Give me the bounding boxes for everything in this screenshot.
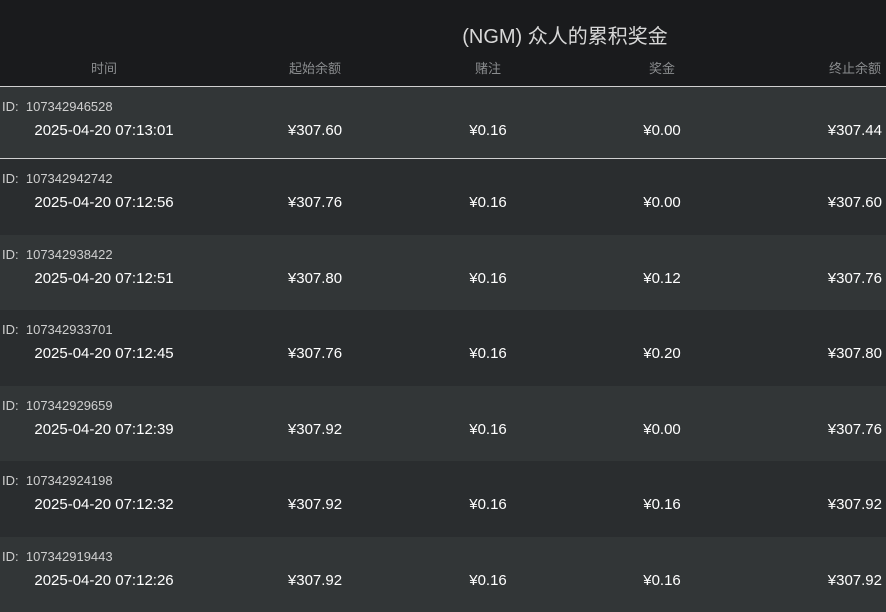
prize-cell: ¥0.00 bbox=[643, 421, 681, 438]
table-row[interactable]: ID: 107342924198 2025-04-20 07:12:32 ¥30… bbox=[0, 461, 886, 537]
page-title: (NGM) 众人的累积奖金 bbox=[0, 20, 886, 49]
bet-cell: ¥0.16 bbox=[469, 421, 507, 438]
time-cell: 2025-04-20 07:12:32 bbox=[34, 496, 173, 513]
table-row[interactable]: ID: 107342919443 2025-04-20 07:12:26 ¥30… bbox=[0, 537, 886, 612]
start-balance-cell: ¥307.92 bbox=[288, 421, 342, 438]
column-header-start-balance: 起始余额 bbox=[289, 58, 341, 77]
end-balance-cell: ¥307.80 bbox=[828, 345, 882, 362]
id-label: ID: bbox=[2, 398, 19, 413]
column-header-prize: 奖金 bbox=[649, 58, 675, 77]
id-value: 107342946528 bbox=[26, 99, 113, 114]
id-label: ID: bbox=[2, 473, 19, 488]
end-balance-cell: ¥307.44 bbox=[828, 122, 882, 139]
prize-cell: ¥0.12 bbox=[643, 270, 681, 287]
round-id: ID: 107342942742 bbox=[2, 171, 113, 186]
id-label: ID: bbox=[2, 171, 19, 186]
id-label: ID: bbox=[2, 247, 19, 262]
start-balance-cell: ¥307.92 bbox=[288, 572, 342, 589]
start-balance-cell: ¥307.76 bbox=[288, 345, 342, 362]
id-label: ID: bbox=[2, 549, 19, 564]
time-cell: 2025-04-20 07:12:39 bbox=[34, 421, 173, 438]
end-balance-cell: ¥307.92 bbox=[828, 572, 882, 589]
column-header-end-balance: 终止余额 bbox=[829, 58, 881, 77]
table-row[interactable]: ID: 107342933701 2025-04-20 07:12:45 ¥30… bbox=[0, 310, 886, 386]
round-id: ID: 107342924198 bbox=[2, 473, 113, 488]
time-cell: 2025-04-20 07:12:51 bbox=[34, 270, 173, 287]
time-cell: 2025-04-20 07:13:01 bbox=[34, 122, 173, 139]
id-value: 107342942742 bbox=[26, 171, 113, 186]
bet-cell: ¥0.16 bbox=[469, 122, 507, 139]
end-balance-cell: ¥307.92 bbox=[828, 496, 882, 513]
prize-cell: ¥0.00 bbox=[643, 122, 681, 139]
table-header: 时间 起始余额 赌注 奖金 终止余额 bbox=[0, 58, 886, 78]
column-header-time: 时间 bbox=[91, 58, 117, 77]
id-value: 107342933701 bbox=[26, 322, 113, 337]
id-label: ID: bbox=[2, 99, 19, 114]
table-row[interactable]: ID: 107342938422 2025-04-20 07:12:51 ¥30… bbox=[0, 235, 886, 311]
id-value: 107342938422 bbox=[26, 247, 113, 262]
time-cell: 2025-04-20 07:12:56 bbox=[34, 194, 173, 211]
prize-cell: ¥0.20 bbox=[643, 345, 681, 362]
prize-cell: ¥0.00 bbox=[643, 194, 681, 211]
table-row[interactable]: ID: 107342929659 2025-04-20 07:12:39 ¥30… bbox=[0, 386, 886, 462]
table-row[interactable]: ID: 107342942742 2025-04-20 07:12:56 ¥30… bbox=[0, 159, 886, 235]
prize-cell: ¥0.16 bbox=[643, 496, 681, 513]
round-id: ID: 107342919443 bbox=[2, 549, 113, 564]
end-balance-cell: ¥307.76 bbox=[828, 421, 882, 438]
id-label: ID: bbox=[2, 322, 19, 337]
round-id: ID: 107342929659 bbox=[2, 398, 113, 413]
column-header-bet: 赌注 bbox=[475, 58, 501, 77]
history-table: ID: 107342946528 2025-04-20 07:13:01 ¥30… bbox=[0, 86, 886, 612]
id-value: 107342919443 bbox=[26, 549, 113, 564]
start-balance-cell: ¥307.76 bbox=[288, 194, 342, 211]
start-balance-cell: ¥307.80 bbox=[288, 270, 342, 287]
end-balance-cell: ¥307.76 bbox=[828, 270, 882, 287]
round-id: ID: 107342938422 bbox=[2, 247, 113, 262]
round-id: ID: 107342933701 bbox=[2, 322, 113, 337]
start-balance-cell: ¥307.60 bbox=[288, 122, 342, 139]
id-value: 107342924198 bbox=[26, 473, 113, 488]
bet-cell: ¥0.16 bbox=[469, 194, 507, 211]
id-value: 107342929659 bbox=[26, 398, 113, 413]
bet-cell: ¥0.16 bbox=[469, 496, 507, 513]
end-balance-cell: ¥307.60 bbox=[828, 194, 882, 211]
time-cell: 2025-04-20 07:12:26 bbox=[34, 572, 173, 589]
table-row[interactable]: ID: 107342946528 2025-04-20 07:13:01 ¥30… bbox=[0, 86, 886, 159]
bet-cell: ¥0.16 bbox=[469, 270, 507, 287]
prize-cell: ¥0.16 bbox=[643, 572, 681, 589]
round-id: ID: 107342946528 bbox=[2, 99, 113, 114]
bet-cell: ¥0.16 bbox=[469, 572, 507, 589]
time-cell: 2025-04-20 07:12:45 bbox=[34, 345, 173, 362]
bet-cell: ¥0.16 bbox=[469, 345, 507, 362]
start-balance-cell: ¥307.92 bbox=[288, 496, 342, 513]
